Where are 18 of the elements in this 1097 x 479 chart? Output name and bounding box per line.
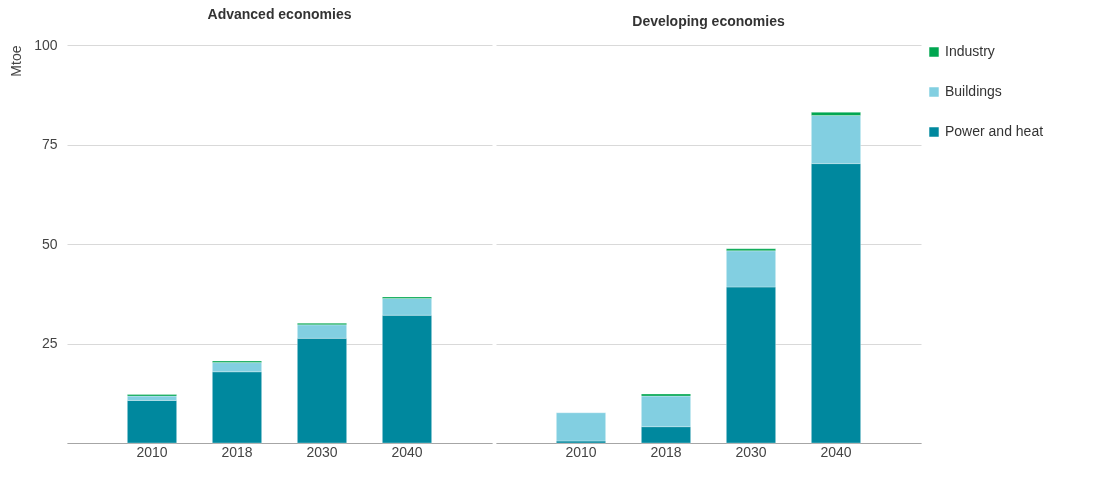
legend-label: Buildings: [945, 83, 1002, 99]
chart-title: Developing economies: [632, 13, 785, 29]
x-tick-label: 2030: [306, 443, 338, 460]
x-tick-label: 2040: [391, 443, 423, 460]
x-tick-label: 2018: [221, 443, 253, 460]
x-tick-label: 2010: [136, 443, 168, 460]
y-tick-label: 50: [41, 235, 58, 252]
legend-label: Industry: [945, 43, 995, 59]
x-tick-label: 2010: [565, 443, 597, 460]
legend-label: Power and heat: [945, 123, 1044, 139]
chart-title: Advanced economies: [207, 6, 352, 22]
y-axis-title: Mtoe: [7, 45, 24, 77]
x-tick-label: 2030: [735, 443, 767, 460]
y-tick-label: 75: [41, 136, 58, 152]
y-tick-label: 25: [41, 335, 58, 351]
y-tick-label: 100: [34, 36, 58, 53]
x-tick-label: 2040: [820, 443, 852, 460]
x-tick-label: 2018: [650, 443, 682, 460]
